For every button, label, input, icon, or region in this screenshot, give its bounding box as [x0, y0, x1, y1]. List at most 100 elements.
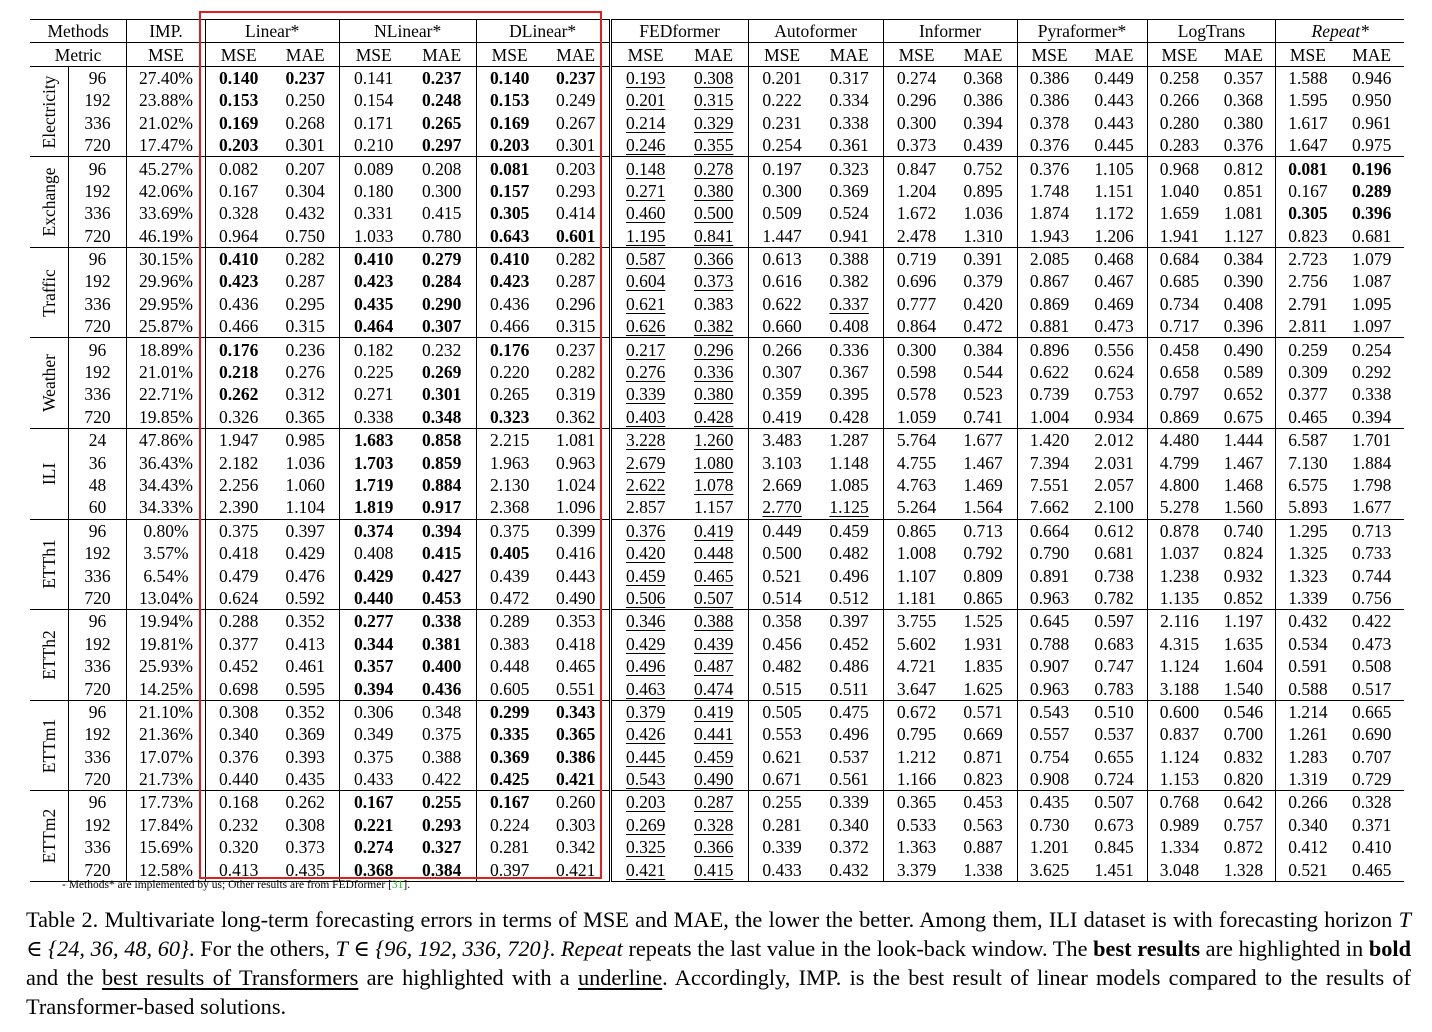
value-text: 0.258 [1159, 67, 1200, 88]
metric-header: Metric [30, 42, 128, 67]
value-cell: 0.871 [949, 745, 1018, 768]
value-cell: 0.845 [1081, 836, 1148, 859]
value-cell: 0.140 [205, 66, 271, 89]
value-text: 0.089 [354, 158, 394, 179]
value-text: 1.874 [1029, 203, 1070, 224]
value-text: 0.418 [219, 543, 259, 564]
value-cell: 0.408 [339, 542, 407, 564]
value-cell: 1.040 [1147, 180, 1211, 202]
value-cell: 0.410 [1339, 836, 1404, 858]
value-text: 0.338 [1352, 384, 1392, 405]
value-cell: 0.365 [883, 791, 949, 814]
value-text: 0.733 [1352, 543, 1392, 564]
value-cell: 0.169 [476, 112, 542, 134]
table-row: Exchange 96 45.27% 0.082 0.207 0.089 0.208 0.08… [30, 156, 1404, 248]
value-cell: 7.394 [1017, 451, 1081, 473]
value-cell: 2.679 [610, 451, 680, 473]
value-cell: 0.271 [610, 180, 680, 202]
value-text: 1.079 [1352, 249, 1392, 270]
value-text: 0.269 [625, 814, 666, 835]
value-cell: 0.867 [1017, 270, 1081, 292]
value-cell: 0.344 [339, 633, 407, 655]
value-cell: 0.182 [339, 338, 407, 361]
imp-cell: 12.58% [126, 858, 206, 882]
value-text: 0.895 [963, 180, 1003, 201]
value-text: 0.621 [625, 293, 666, 314]
value-cell: 0.739 [1017, 383, 1081, 405]
value-text: 0.747 [1094, 656, 1134, 677]
value-cell: 1.635 [1211, 632, 1277, 655]
value-cell: 1.261 [1276, 723, 1339, 745]
value-text: 1.078 [693, 475, 734, 495]
value-text: 0.476 [285, 565, 325, 586]
footnote-reference-link[interactable]: 31 [391, 879, 404, 891]
value-cell: 0.482 [815, 541, 884, 565]
value-text: 1.604 [1223, 656, 1264, 677]
value-text: 0.396 [1352, 203, 1392, 224]
value-text: 0.941 [829, 225, 869, 246]
value-cell: 6.575 [1276, 474, 1339, 496]
metric-mae-header: MAE [679, 42, 749, 67]
value-text: 0.340 [1288, 814, 1328, 835]
value-text: 0.399 [555, 520, 596, 541]
value-text: 2.669 [762, 475, 802, 495]
value-cell: 5.264 [883, 496, 950, 520]
value-text: 0.339 [762, 837, 802, 858]
value-cell: 1.104 [271, 496, 340, 520]
value-cell: 0.490 [1211, 337, 1277, 361]
table-row: 192 17.84% 0.232 0.308 0.221 0.293 0.224 0.303 0… [30, 813, 1404, 837]
value-text: 0.472 [489, 587, 530, 608]
value-cell: 0.352 [271, 700, 340, 724]
value-cell: 0.473 [1339, 633, 1404, 655]
value-cell: 0.591 [1276, 655, 1339, 677]
horizon-cell: 720 [68, 677, 128, 701]
value-text: 0.626 [625, 316, 666, 337]
value-cell: 1.540 [1211, 677, 1277, 701]
value-cell: 0.342 [542, 836, 612, 859]
value-text: 0.511 [829, 678, 869, 699]
value-cell: 1.604 [1211, 654, 1277, 678]
value-cell: 0.328 [1339, 791, 1404, 814]
value-text: 1.125 [829, 497, 869, 518]
value-text: 0.176 [489, 339, 530, 360]
value-text: 0.589 [1223, 362, 1264, 383]
value-cell: 0.963 [1017, 677, 1082, 701]
value-cell: 0.664 [1017, 519, 1081, 542]
value-cell: 1.125 [815, 496, 884, 520]
value-cell: 0.340 [815, 813, 884, 837]
value-text: 3.483 [762, 430, 802, 451]
value-text: 5.764 [896, 430, 937, 451]
value-cell: 0.153 [205, 89, 271, 111]
table-row: 720 21.73% 0.440 0.435 0.433 0.422 0.425 0.421 0… [30, 767, 1404, 792]
value-text: 0.380 [1223, 112, 1264, 133]
value-text: 4.800 [1159, 475, 1200, 495]
value-text: 0.537 [1094, 724, 1134, 745]
value-cell: 0.672 [883, 700, 949, 723]
value-text: 0.429 [354, 565, 394, 586]
value-text: 0.081 [489, 158, 530, 179]
value-text: 0.872 [1223, 837, 1264, 858]
value-cell: 0.837 [1147, 723, 1211, 745]
value-text: 2.182 [219, 452, 259, 473]
value-cell: 7.662 [1017, 496, 1082, 520]
value-cell: 1.197 [1211, 609, 1277, 633]
value-text: 0.790 [1029, 543, 1070, 564]
value-text: 1.201 [1029, 837, 1070, 858]
value-text: 1.124 [1159, 746, 1200, 767]
imp-cell: 45.27% [126, 156, 206, 180]
value-cell: 3.228 [610, 429, 680, 452]
value-text: 0.168 [219, 792, 259, 813]
value-cell: 1.148 [815, 451, 884, 474]
value-text: 0.266 [1159, 90, 1200, 111]
value-cell: 1.287 [815, 428, 884, 452]
value-text: 0.556 [1094, 339, 1134, 360]
value-cell: 0.486 [815, 654, 884, 678]
value-text: 0.975 [1352, 135, 1392, 156]
value-text: 0.377 [219, 633, 259, 654]
value-text: 0.473 [1094, 316, 1134, 337]
value-cell: 0.382 [679, 315, 749, 339]
value-cell: 0.534 [1276, 633, 1339, 655]
value-text: 0.652 [1223, 384, 1264, 405]
value-cell: 0.684 [1147, 247, 1211, 270]
value-text: 0.328 [1352, 792, 1392, 813]
